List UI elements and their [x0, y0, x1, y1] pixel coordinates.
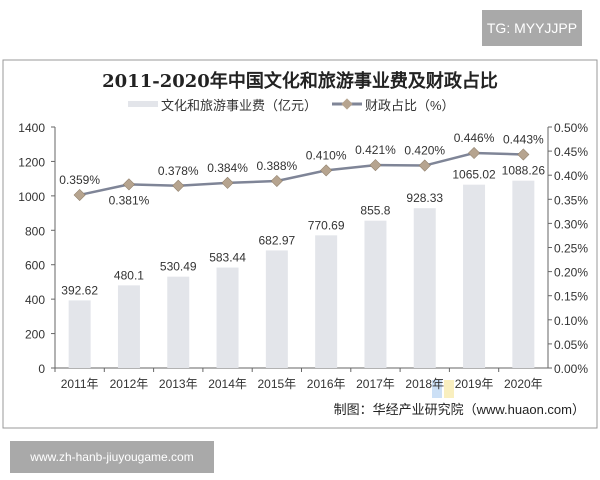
bar: [216, 267, 239, 368]
bar-label: 928.33: [406, 191, 443, 205]
ratio-marker: [369, 159, 382, 172]
ratio-label: 0.410%: [306, 148, 347, 162]
x-tick-label: 2018年: [405, 377, 444, 391]
x-tick-label: 2013年: [159, 377, 198, 391]
ratio-label: 0.443%: [503, 132, 544, 146]
x-tick-label: 2015年: [257, 377, 296, 391]
right-tick-label: 0.40%: [554, 169, 588, 183]
ratio-marker: [468, 147, 481, 160]
bar: [512, 180, 535, 368]
watermark-logo: [432, 380, 454, 398]
right-tick-label: 0.20%: [554, 266, 588, 280]
right-tick-label: 0.50%: [554, 121, 588, 135]
ratio-marker: [172, 179, 185, 192]
left-tick-label: 1400: [18, 121, 45, 135]
bar: [413, 208, 436, 368]
right-tick-label: 0.15%: [554, 290, 588, 304]
ratio-marker: [221, 176, 234, 189]
ratio-marker: [270, 174, 283, 187]
bar-label: 1065.02: [452, 168, 496, 182]
x-tick-label: 2014年: [208, 377, 247, 391]
ratio-label: 0.381%: [109, 193, 150, 207]
bar-label: 583.44: [209, 251, 246, 265]
ratio-line: [79, 151, 524, 197]
watermark-top: TG: MYYJJPP: [482, 10, 582, 46]
source-note: 制图：华经产业研究院（www.huaon.com）: [334, 402, 585, 417]
left-tick-label: 400: [25, 293, 45, 307]
ratio-label: 0.446%: [454, 131, 495, 145]
bar: [265, 250, 288, 368]
left-tick-label: 1200: [18, 155, 45, 169]
right-tick-label: 0.45%: [554, 145, 588, 159]
bar-label: 770.69: [308, 218, 345, 232]
ratio-label: 0.421%: [355, 143, 396, 157]
legend-line-label: 财政占比（%）: [365, 98, 455, 113]
ratio-label: 0.359%: [59, 173, 100, 187]
bar: [68, 300, 91, 368]
x-tick-label: 2012年: [110, 377, 149, 391]
right-tick-label: 0.25%: [554, 242, 588, 256]
x-tick-label: 2019年: [455, 377, 494, 391]
bar: [117, 285, 140, 368]
left-tick-label: 1000: [18, 190, 45, 204]
bar: [315, 235, 338, 368]
bar-label: 682.97: [258, 233, 295, 247]
legend-bar-swatch: [128, 101, 158, 107]
ratio-marker: [320, 164, 333, 177]
left-tick-label: 800: [25, 224, 45, 238]
x-tick-label: 2011年: [61, 377, 99, 391]
ratio-marker: [122, 178, 135, 191]
chart-frame: [2, 59, 598, 429]
x-tick-label: 2020年: [504, 377, 543, 391]
ratio-marker: [73, 188, 86, 201]
bar: [167, 276, 190, 368]
right-tick-label: 0.10%: [554, 314, 588, 328]
x-tick-label: 2017年: [356, 377, 395, 391]
right-tick-label: 0.35%: [554, 193, 588, 207]
ratio-marker: [517, 148, 530, 161]
left-tick-label: 600: [25, 259, 45, 273]
ratio-label: 0.388%: [256, 159, 297, 173]
legend: 文化和旅游事业费（亿元） 财政占比（%）: [128, 98, 455, 113]
left-tick-label: 0: [38, 362, 45, 376]
legend-bar-label: 文化和旅游事业费（亿元）: [161, 98, 317, 113]
bar-label: 480.1: [114, 268, 144, 282]
watermark-logo-yellow: [444, 380, 454, 398]
right-tick-label: 0.30%: [554, 217, 588, 231]
bar-label: 530.49: [160, 260, 197, 274]
x-tick-label: 2016年: [307, 377, 346, 391]
bar-label: 1088.26: [502, 164, 546, 178]
ratio-label: 0.378%: [158, 164, 199, 178]
watermark-logo-blue: [432, 380, 442, 398]
bar-label: 855.8: [360, 204, 390, 218]
watermark-bottom: www.zh-hanb-jiuyougame.com: [10, 441, 214, 473]
ratio-label: 0.420%: [404, 144, 445, 158]
right-tick-label: 0.05%: [554, 338, 588, 352]
bar: [463, 184, 486, 368]
ratio-marker: [418, 159, 431, 172]
left-tick-label: 200: [25, 328, 45, 342]
bar-label: 392.62: [61, 283, 98, 297]
bar: [364, 220, 387, 368]
ratio-label: 0.384%: [207, 161, 248, 175]
chart-title: 2011-2020年中国文化和旅游事业费及财政占比: [102, 70, 498, 92]
right-tick-label: 0.00%: [554, 362, 588, 376]
